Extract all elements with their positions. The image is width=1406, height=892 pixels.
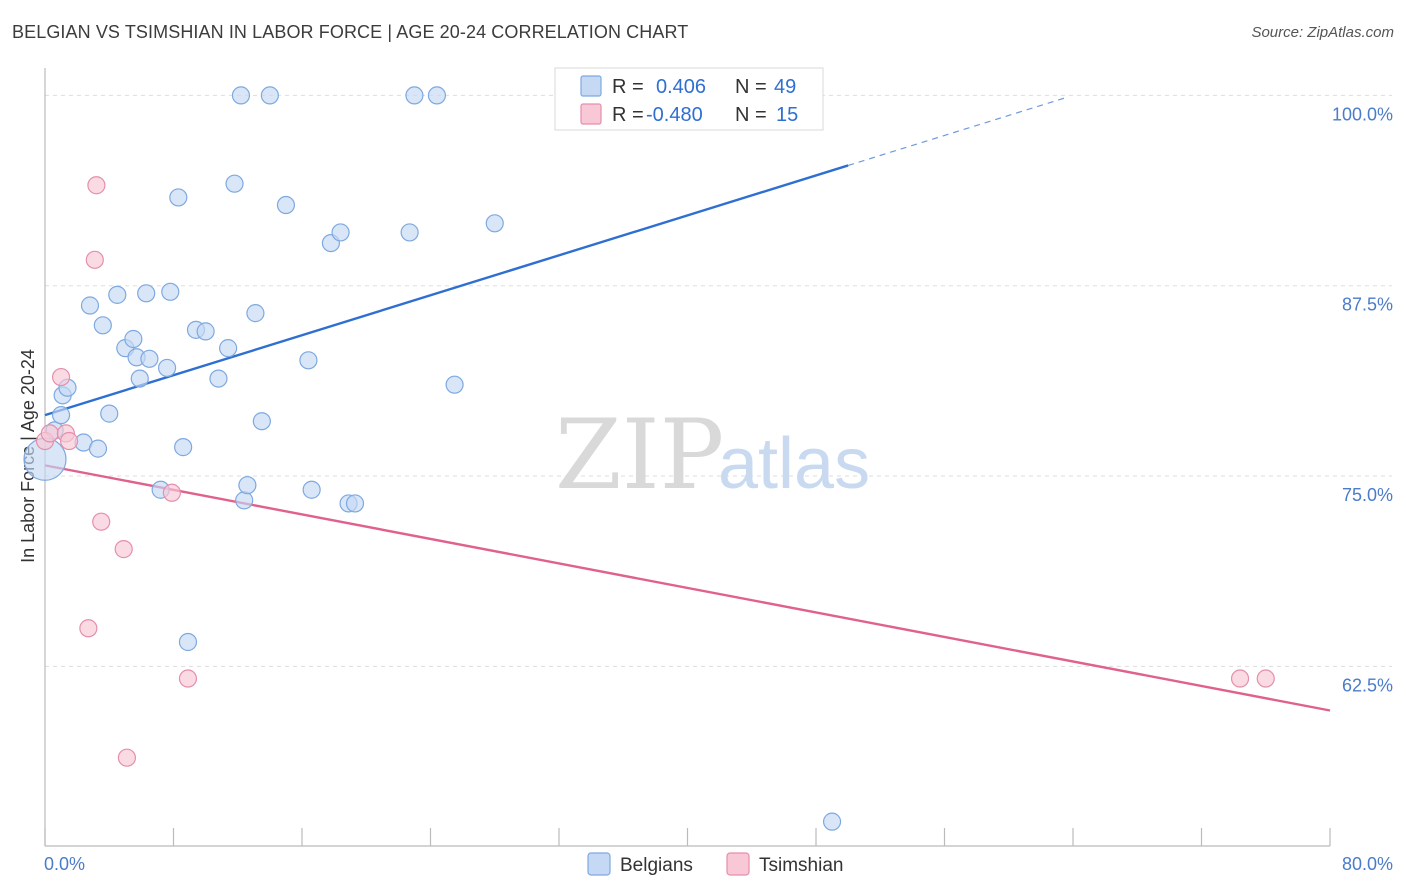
correlation-legend: R = 0.406 N = 49 R = -0.480 N = 15 [554,67,824,131]
belgians-point [238,476,257,495]
y-tick-label: 62.5% [1342,675,1393,695]
tsimshian-point [92,512,111,531]
x-ticks: 0.0% 80.0% [44,828,1393,874]
belgians-point [140,349,159,368]
belgians-point [51,406,71,425]
belgians-point [400,223,419,242]
series-legend-swatch-belgians [587,852,611,876]
belgians-point [225,174,244,193]
chart-title: BELGIAN VS TSIMSHIAN IN LABOR FORCE | AG… [12,22,689,42]
belgians-point [161,282,180,301]
watermark: ZIP atlas [555,399,870,511]
y-tick-label: 87.5% [1342,295,1393,315]
belgians-point [174,438,193,457]
belgians-point [93,316,112,335]
series-legend-label-tsimshian: Tsimshian [759,855,843,876]
tsimshian-point [40,424,59,443]
legend-n-label-belgians: N = [735,76,767,98]
belgians-point [219,339,238,358]
series-legend-label-belgians: Belgians [620,855,693,876]
tsimshian-point [114,540,133,559]
x-tick-label-max: 80.0% [1342,854,1393,874]
belgians-point [137,284,156,303]
belgians-point [445,375,464,394]
legend-r-label-belgians: R = [612,76,644,98]
belgians-point [157,358,177,378]
belgians-point [246,304,265,323]
belgians-point [427,86,447,105]
y-tick-label: 100.0% [1332,104,1393,124]
series-legend-swatch-tsimshian [726,852,750,876]
belgians-point [299,351,318,370]
belgians-point [252,412,271,431]
legend-r-value-tsimshian: -0.480 [646,104,703,126]
legend-r-value-belgians: 0.406 [656,76,706,98]
y-tick-label: 75.0% [1342,485,1393,505]
tsimshian-point [117,748,137,767]
tsimshian-point [85,250,104,269]
belgians-point [405,86,424,105]
belgians-point [80,296,100,315]
belgians-point [196,322,215,341]
belgians-point [124,329,143,349]
belgians-point [209,369,228,388]
belgians-point [485,214,504,233]
belgians-point [88,439,108,458]
belgians-point [276,195,296,215]
tsimshian-point [1256,669,1275,688]
tsimshian-point [59,431,79,451]
legend-n-label-tsimshian: N = [735,104,767,126]
data-points [23,86,1275,831]
belgians-point [231,86,251,105]
belgians-point [260,86,279,105]
belgians-trend-line [44,164,849,417]
series-legend: Belgians Tsimshian [587,852,843,876]
tsimshian-point [87,176,106,195]
x-tick-label-min: 0.0% [44,854,85,874]
belgians-trend-extension [847,96,1069,167]
watermark-atlas: atlas [718,424,870,504]
tsimshian-point [178,669,198,688]
legend-n-value-belgians: 49 [774,76,796,98]
legend-n-value-tsimshian: 15 [776,104,798,126]
belgians-point [130,369,149,388]
belgians-point [235,491,254,510]
legend-swatch-belgians [580,75,602,97]
belgians-point [822,812,842,831]
belgians-point [178,632,198,652]
grid-lines [45,94,1392,667]
trend-lines [44,96,1331,712]
belgians-point [331,223,350,242]
tsimshian-point [162,483,181,502]
legend-swatch-tsimshian [580,103,602,125]
belgians-point [169,188,188,207]
tsimshian-point [51,367,71,387]
belgians-point [108,285,127,304]
tsimshian-point [1230,669,1250,688]
tsimshian-point [79,619,98,638]
source-credit: Source: ZipAtlas.com [1251,24,1394,41]
belgians-point [345,494,365,513]
belgians-point [302,480,321,499]
y-tick-labels: 62.5% 75.0% 87.5% 100.0% [1332,104,1393,695]
tsimshian-trend-line [44,464,1331,712]
legend-r-label-tsimshian: R = [612,104,644,126]
belgians-point [100,404,119,423]
watermark-zip: ZIP [555,399,724,511]
